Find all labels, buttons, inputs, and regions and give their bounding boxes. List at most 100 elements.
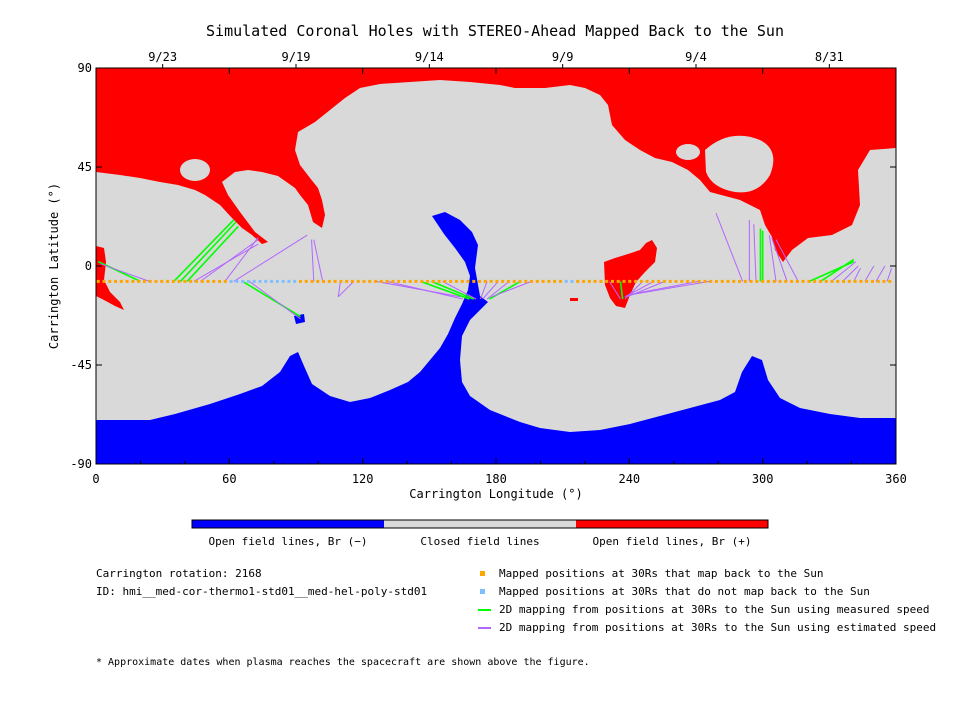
mapped-position-point xyxy=(599,279,603,283)
mapped-position-point xyxy=(628,279,632,283)
measured-speed-mapping-line xyxy=(179,221,237,282)
mapped-position-point xyxy=(96,279,100,283)
mapped-position-point xyxy=(709,279,713,283)
mapped-position-point xyxy=(639,279,643,283)
mapped-position-point xyxy=(148,279,152,283)
mapped-position-point xyxy=(865,279,869,283)
mapped-position-point xyxy=(426,279,430,283)
estimated-speed-mapping-line xyxy=(337,281,341,297)
y-axis: 90 45 0 -45 -90 xyxy=(70,61,896,471)
x-tick-label: 120 xyxy=(352,472,374,486)
mapped-position-point xyxy=(778,279,782,283)
mapped-position-point xyxy=(714,279,718,283)
colorbar: Open field lines, Br (−) Closed field li… xyxy=(191,519,769,548)
mapped-position-point xyxy=(356,279,360,283)
legend-label: 2D mapping from positions at 30Rs to the… xyxy=(499,603,930,616)
mapped-position-point xyxy=(680,279,684,283)
estimated-speed-mapping-line xyxy=(482,281,499,300)
mapped-position-point xyxy=(790,279,794,283)
estimated-speed-mapping-line xyxy=(864,265,875,282)
estimated-speed-mapping-line xyxy=(200,239,259,282)
positive-polarity-north-hole xyxy=(96,68,896,262)
mapped-position-point xyxy=(657,279,661,283)
unmapped-position-point xyxy=(281,279,285,283)
mapped-position-point xyxy=(818,279,822,283)
mapped-position-point xyxy=(200,279,204,283)
date-tick-label: 9/19 xyxy=(282,50,311,64)
unmapped-position-point xyxy=(293,279,297,283)
x-axis-label: Carrington Longitude (°) xyxy=(409,487,582,501)
colorbar-negative xyxy=(192,520,384,528)
date-tick-label: 9/14 xyxy=(415,50,444,64)
unmapped-position-point xyxy=(258,279,262,283)
unmapped-position-point xyxy=(229,279,233,283)
estimated-speed-mapping-line xyxy=(842,265,859,282)
mapped-position-point xyxy=(397,279,401,283)
mapped-position-point xyxy=(547,279,551,283)
mapped-position-point xyxy=(691,279,695,283)
mapped-position-point xyxy=(194,279,198,283)
mapped-position-point xyxy=(131,279,135,283)
mapped-position-point xyxy=(882,279,886,283)
unmapped-position-point xyxy=(570,279,574,283)
measured-speed-mapping-line xyxy=(619,281,624,300)
mapped-position-point xyxy=(859,279,863,283)
mapped-position-point xyxy=(385,279,389,283)
mapped-position-point xyxy=(414,279,418,283)
mapped-position-point xyxy=(616,279,620,283)
plot-area xyxy=(95,67,897,465)
mapped-position-point xyxy=(518,279,522,283)
mapped-position-point xyxy=(541,279,545,283)
mapped-position-point xyxy=(189,279,193,283)
mapped-position-point xyxy=(703,279,707,283)
y-tick-label: 0 xyxy=(85,259,92,273)
mapped-position-point xyxy=(668,279,672,283)
mapped-position-point xyxy=(761,279,765,283)
mapped-position-point xyxy=(697,279,701,283)
mapped-position-point xyxy=(824,279,828,283)
mapped-position-point xyxy=(755,279,759,283)
closed-island-north xyxy=(676,144,700,160)
mapped-position-point xyxy=(743,279,747,283)
mapped-position-point xyxy=(593,279,597,283)
mapped-points xyxy=(96,279,892,283)
closed-island-northeast xyxy=(705,135,774,193)
date-tick-label: 9/4 xyxy=(685,50,707,64)
mapped-position-point xyxy=(374,279,378,283)
y-tick-label: -45 xyxy=(70,358,92,372)
mapped-position-point xyxy=(333,279,337,283)
mapped-position-point xyxy=(576,279,580,283)
estimated-speed-mapping-line xyxy=(249,280,301,320)
x-tick-label: 60 xyxy=(222,472,236,486)
mapped-position-point xyxy=(772,279,776,283)
colorbar-label-closed: Closed field lines xyxy=(420,535,539,548)
date-tick-label: 8/31 xyxy=(815,50,844,64)
y-axis-label: Carrington Latitude (°) xyxy=(47,183,61,349)
estimated-speed-mapping-line xyxy=(831,261,857,282)
mapped-position-point xyxy=(766,279,770,283)
colorbar-label-negative: Open field lines, Br (−) xyxy=(209,535,368,548)
mapped-position-point xyxy=(212,279,216,283)
mapped-position-point xyxy=(726,279,730,283)
mapped-position-point xyxy=(119,279,123,283)
legend-label: Mapped positions at 30Rs that do not map… xyxy=(499,585,870,598)
mapped-position-point xyxy=(506,279,510,283)
mapped-position-point xyxy=(402,279,406,283)
x-tick-label: 180 xyxy=(485,472,507,486)
mapped-position-point xyxy=(460,279,464,283)
mapped-position-point xyxy=(524,279,528,283)
legend-label: 2D mapping from positions at 30Rs to the… xyxy=(499,621,937,634)
mapped-position-point xyxy=(102,279,106,283)
measured-speed-mapping-line xyxy=(420,280,470,300)
mapped-position-point xyxy=(454,279,458,283)
y-tick-label: -90 xyxy=(70,457,92,471)
mapped-position-point xyxy=(350,279,354,283)
orange-square-icon xyxy=(480,571,485,576)
mapped-position-point xyxy=(368,279,372,283)
estimated-speed-mapping-line xyxy=(313,239,324,282)
mapped-position-point xyxy=(408,279,412,283)
unmapped-position-point xyxy=(241,279,245,283)
mapped-position-point xyxy=(888,279,892,283)
positive-polarity-west-hole xyxy=(96,246,124,310)
